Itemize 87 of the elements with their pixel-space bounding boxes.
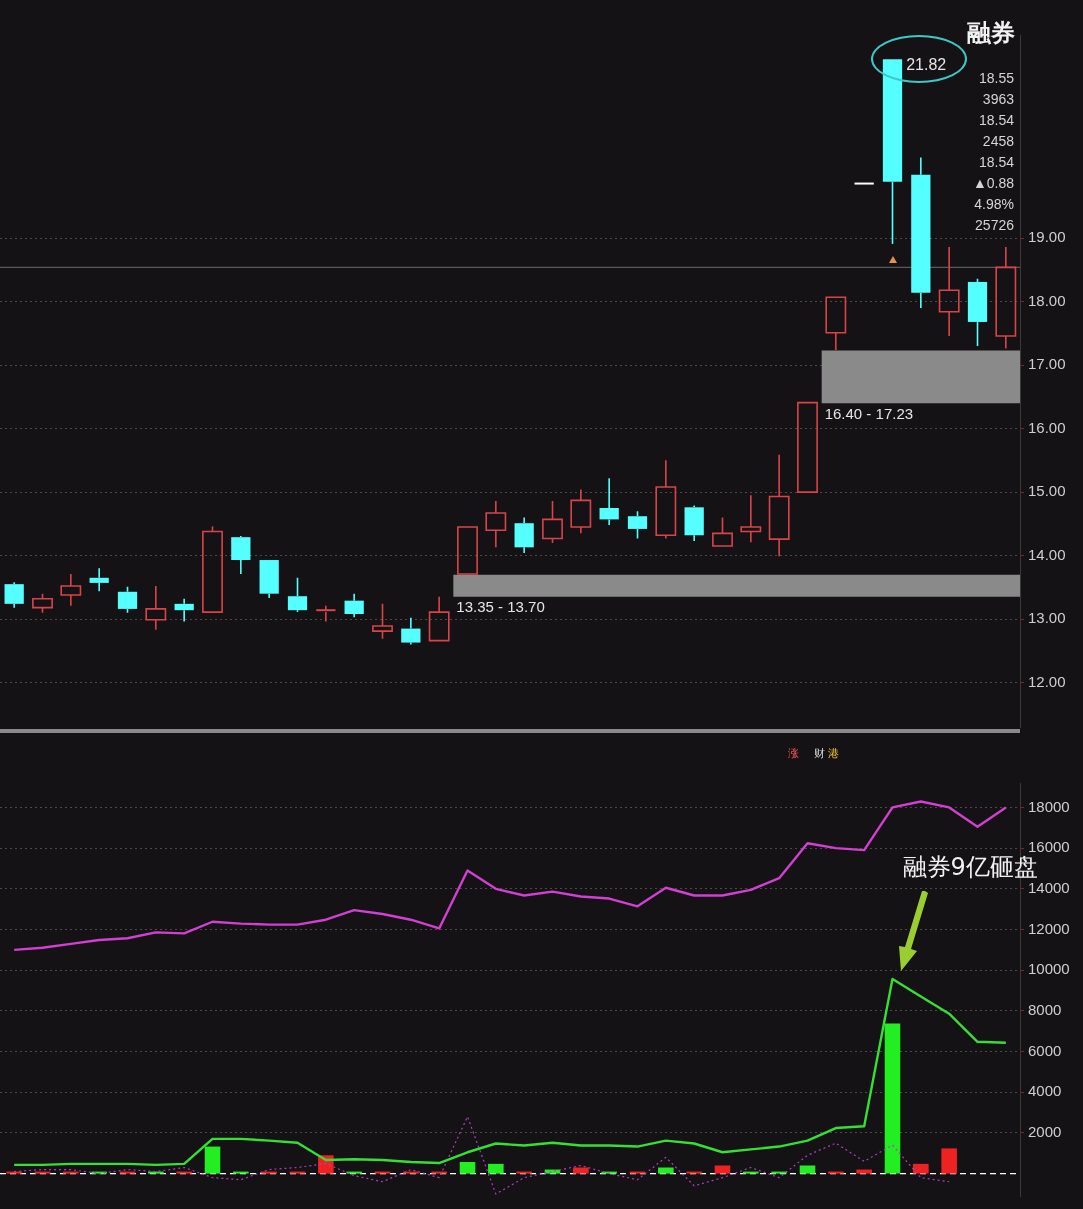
y-tick-label: 10000 [1028,960,1070,978]
bar [658,1167,674,1174]
bar [204,1146,221,1174]
candlestick [938,246,960,337]
candlestick [145,585,167,631]
bar [34,1171,51,1174]
bar [119,1171,136,1174]
candlestick [401,617,421,646]
candlestick [259,560,279,599]
annotation: 18.54 [978,154,1014,170]
bar [346,1171,362,1174]
bar [856,1169,872,1174]
candlestick [315,604,337,623]
candlestick [570,488,592,535]
candlestick [428,596,450,642]
candlestick [684,504,704,542]
annotation: 融券 [966,18,1015,50]
y-tick-label: 15.00 [1028,482,1066,500]
candlestick [89,567,109,592]
bar [233,1171,249,1174]
bar [488,1163,504,1174]
y-tick-label: 13.00 [1028,609,1066,627]
annotation: 21.82 [906,55,947,73]
annotation: 18.54 [978,112,1014,128]
bar [884,1023,901,1174]
y-tick-label: 12.00 [1028,672,1066,690]
y-tick-label: 18000 [1028,797,1070,815]
candlestick [60,573,82,607]
text: 涨 [788,746,799,761]
bar [941,1148,957,1174]
bar [176,1171,192,1174]
bar [374,1171,391,1174]
y-tick-label: 2000 [1028,1123,1062,1141]
annotation: ▲0.88 [972,175,1014,191]
y-tick-label: 6000 [1028,1041,1062,1059]
bar [516,1171,532,1174]
bar [403,1171,419,1174]
bar [714,1165,731,1174]
candlestick [514,516,534,554]
candlestick [825,296,847,351]
y-tick-label: 14.00 [1028,545,1066,563]
candlestick [740,494,762,544]
candlestick [882,59,903,245]
annotation: 18.55 [978,70,1014,86]
bar [743,1171,759,1174]
bar [573,1167,589,1174]
candlestick [344,592,364,618]
bar [686,1171,702,1174]
bar [459,1162,476,1174]
candlestick [174,597,194,623]
bar [63,1171,79,1174]
candlestick [542,500,563,544]
candlestick [599,477,619,526]
y-tick-label: 18.00 [1028,291,1066,309]
line-series [13,1116,950,1195]
y-tick-label: 19.00 [1028,228,1066,246]
bar [771,1171,787,1174]
y-tick-label: 12000 [1028,919,1070,937]
candlestick [287,577,308,613]
bar [261,1171,277,1174]
candlestick [372,603,393,640]
candlestick [967,277,988,347]
annotation: 3963 [982,91,1014,107]
candlestick [4,581,24,609]
bar [289,1171,306,1174]
annotation: 2458 [982,133,1014,149]
bar [913,1163,929,1174]
bar [629,1171,646,1174]
bar [6,1171,22,1174]
y-tick-label: 8000 [1028,1001,1062,1018]
y-tick-label: 16.00 [1028,418,1066,436]
band-label: 16.40 - 17.23 [824,404,914,422]
bar [799,1165,816,1174]
y-tick-label: 4000 [1028,1082,1062,1100]
band-label: 13.35 - 13.70 [456,598,545,616]
candlestick [768,453,790,558]
candlestick [995,246,1017,350]
bar [828,1171,844,1174]
y-tick-label: 17.00 [1028,355,1066,373]
text: 财 [814,746,825,761]
candlestick [485,500,507,549]
candlestick [911,156,931,309]
bar [431,1171,447,1174]
text: 港 [828,746,839,761]
annotation: 25726 [975,217,1014,233]
annotation: 4.98% [974,196,1014,212]
candlestick [655,459,677,540]
